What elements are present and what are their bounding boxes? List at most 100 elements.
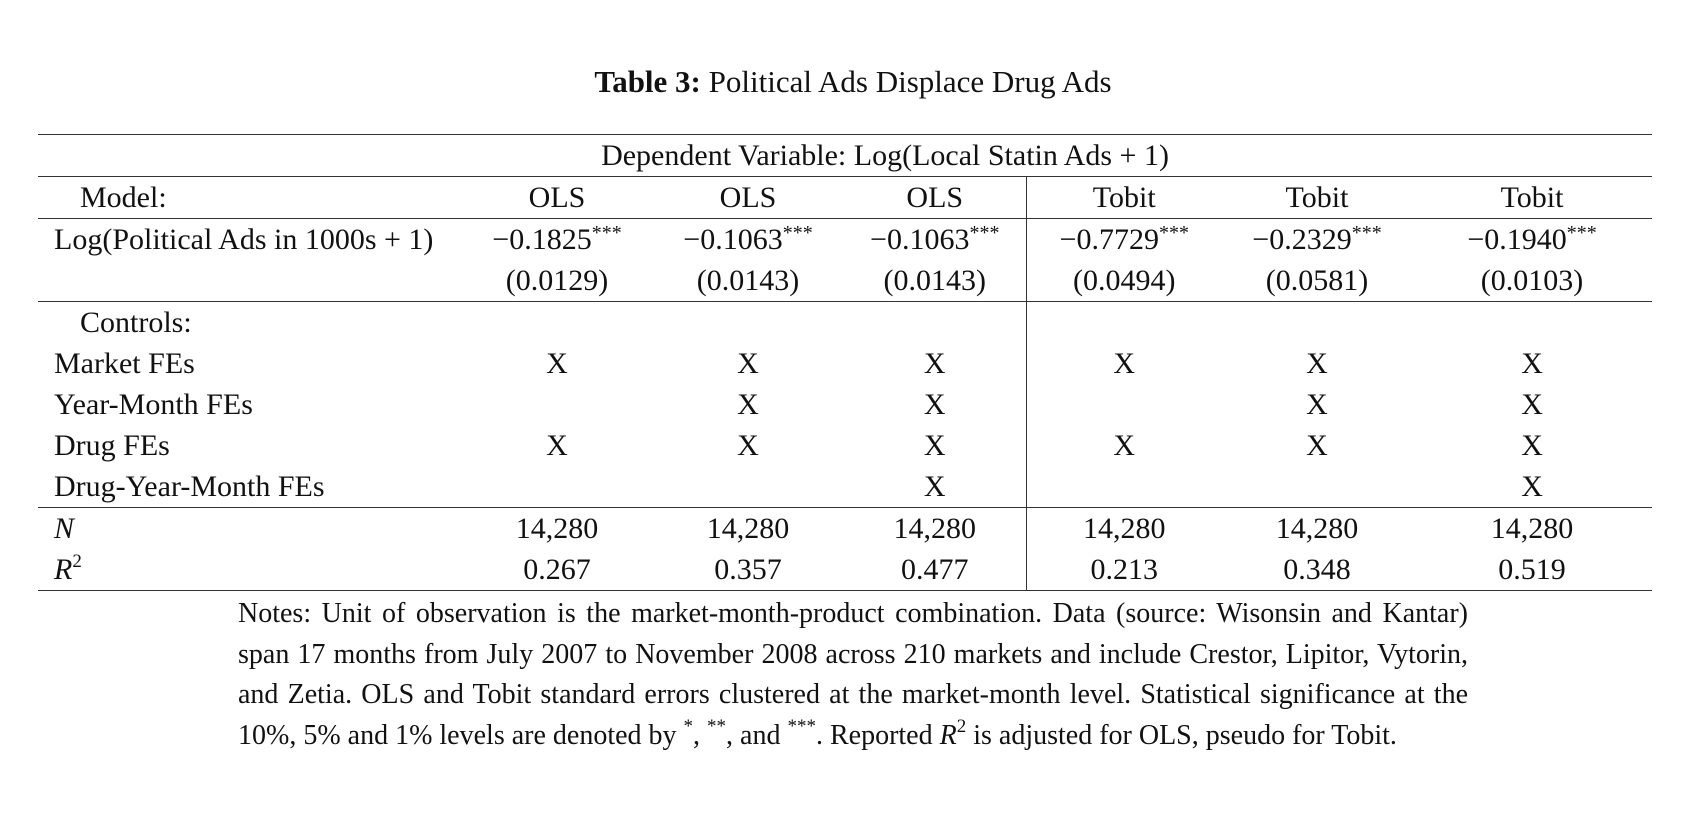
model-header: OLS [462,176,652,219]
control-mark [1026,466,1222,508]
coefficient-value: −0.1825 [492,223,592,256]
model-header: Tobit [1026,176,1222,219]
notes-r-superscript: 2 [956,715,967,737]
r2-value: 0.519 [1412,549,1653,591]
n-value: 14,280 [844,507,1027,549]
coefficient-row: Log(Political Ads in 1000s + 1) −0.1825*… [38,218,1653,260]
notes-star-3: *** [787,715,816,737]
control-label: Market FEs [54,347,195,380]
control-mark: X [1521,388,1543,421]
control-mark: X [1306,388,1328,421]
control-label: Drug-Year-Month FEs [54,470,325,503]
regressor-label: Log(Political Ads in 1000s + 1) [38,218,462,260]
dependent-variable-row: Dependent Variable: Log(Local Statin Ads… [38,134,1653,177]
table-caption-label: Table 3: [594,64,701,99]
notes-paragraph: Notes: Unit of observation is the market… [238,594,1468,756]
notes-star-1: * [683,715,694,737]
control-mark: X [737,429,759,462]
std-error-cell: (0.0143) [696,264,800,297]
significance-stars: *** [1566,222,1597,244]
coefficient-cell: −0.1063*** [652,218,844,260]
significance-stars: *** [591,222,622,244]
model-header: Tobit [1412,176,1653,219]
control-mark: X [1521,470,1543,503]
control-mark: X [546,429,568,462]
n-value: 14,280 [1026,507,1222,549]
std-error-cell: (0.0103) [1480,264,1584,297]
control-mark [1026,384,1222,425]
control-mark [1222,466,1412,508]
control-mark: X [1113,347,1136,380]
notes-tail: is adjusted for OLS, pseudo for Tobit. [966,719,1397,751]
n-value: 14,280 [462,507,652,549]
control-mark: X [1521,347,1543,380]
control-mark: X [1306,429,1328,462]
std-error-cell: (0.0581) [1265,264,1369,297]
coefficient-cell: −0.1825*** [462,218,652,260]
control-row: Market FEs X X X X X X [38,343,1652,384]
model-header: OLS [844,176,1027,219]
table-caption-title: Political Ads Displace Drug Ads [708,64,1112,99]
n-value: 14,280 [652,507,844,549]
controls-label: Controls: [38,301,462,343]
n-row: N 14,280 14,280 14,280 14,280 14,280 14,… [38,507,1653,549]
model-label: Model: [38,176,462,219]
model-header: OLS [652,176,844,219]
control-label: Drug FEs [54,429,170,462]
notes-main: Notes: Unit of observation is the market… [238,598,1468,751]
r2-value: 0.213 [1026,549,1222,591]
control-mark [462,384,652,425]
control-mark: X [1521,429,1543,462]
coefficient-cell: −0.2329*** [1222,218,1412,260]
controls-header-row: Controls: [38,301,1653,343]
control-mark: X [844,466,1027,508]
significance-stars: *** [969,222,1000,244]
control-mark [462,466,652,508]
coefficient-value: −0.2329 [1252,223,1352,256]
r2-value: 0.477 [844,549,1027,591]
significance-stars: *** [782,222,813,244]
coefficient-cell: −0.7729*** [1026,218,1222,260]
coefficient-value: −0.1063 [870,223,970,256]
std-error-cell: (0.0129) [505,264,609,297]
significance-stars: *** [1158,222,1189,244]
coefficient-cell: −0.1063*** [844,218,1027,260]
r2-value: 0.357 [652,549,844,591]
coefficient-value: −0.1940 [1467,223,1567,256]
notes-sep-1: , [693,719,708,751]
control-mark: X [844,343,1027,384]
control-mark [652,466,844,508]
n-value: 14,280 [1222,507,1412,549]
model-header: Tobit [1222,176,1412,219]
notes-star-2: ** [707,715,727,737]
dependent-variable-header: Dependent Variable: Log(Local Statin Ads… [38,134,1653,177]
control-row: Drug FEs X X X X X X [38,425,1652,466]
control-row: Drug-Year-Month FEs X X [38,466,1652,508]
table-caption: Table 3: Political Ads Displace Drug Ads [0,62,1706,102]
control-row: Year-Month FEs X X X X [38,384,1652,425]
r2-superscript: 2 [72,551,82,572]
r2-value: 0.348 [1222,549,1412,591]
coefficient-value: −0.7729 [1059,223,1159,256]
table-notes: Notes: Unit of observation is the market… [238,594,1468,756]
std-error-cell: (0.0494) [1073,264,1176,297]
significance-stars: *** [1351,222,1382,244]
r2-row: R2 0.267 0.357 0.477 0.213 0.348 0.519 [38,549,1653,591]
model-row: Model: OLS OLS OLS Tobit Tobit Tobit [38,176,1653,219]
n-label: N [38,507,462,549]
n-value: 14,280 [1412,507,1653,549]
coefficient-cell: −0.1940*** [1412,218,1653,260]
notes-after-stars: . Reported [815,719,940,751]
coefficient-value: −0.1063 [683,223,783,256]
control-mark: X [1306,347,1328,380]
r2-value: 0.267 [462,549,652,591]
control-mark: X [844,384,1027,425]
control-label: Year-Month FEs [54,388,253,421]
control-mark: X [737,347,759,380]
notes-sep-2: , and [726,719,788,751]
control-mark: X [844,425,1027,466]
regression-table: Dependent Variable: Log(Local Statin Ads… [38,134,1653,591]
control-mark: X [546,347,568,380]
r2-label: R2 [38,549,462,591]
control-mark: X [737,388,759,421]
